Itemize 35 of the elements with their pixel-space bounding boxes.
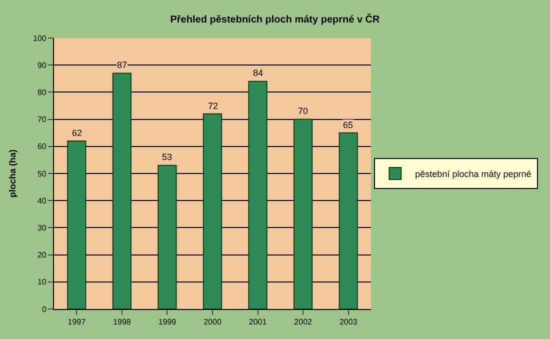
bar bbox=[67, 140, 86, 309]
y-tick-label: 60 bbox=[37, 142, 47, 152]
x-tick-label: 2003 bbox=[339, 318, 358, 327]
data-label: 87 bbox=[117, 60, 128, 70]
x-tick-label: 1998 bbox=[113, 318, 132, 327]
y-tick-label: 50 bbox=[37, 169, 47, 178]
y-tick-label: 30 bbox=[37, 224, 47, 232]
bar bbox=[202, 113, 222, 309]
x-tick-label: 2001 bbox=[248, 318, 268, 327]
x-tick-label: 2002 bbox=[294, 318, 313, 327]
x-tick-label: 1999 bbox=[158, 318, 177, 327]
bar bbox=[338, 132, 358, 309]
data-label: 65 bbox=[343, 120, 354, 130]
y-axis-title: plocha (ha) bbox=[7, 149, 18, 198]
data-label: 53 bbox=[162, 152, 172, 162]
y-tick-label: 10 bbox=[37, 278, 47, 287]
bar bbox=[294, 118, 313, 309]
bar bbox=[248, 80, 268, 309]
y-tick-label: 70 bbox=[37, 115, 47, 124]
data-label: 62 bbox=[72, 128, 82, 138]
y-tick-label: 80 bbox=[37, 88, 47, 97]
y-tick-label: 100 bbox=[33, 34, 47, 43]
x-tick-label: 2000 bbox=[204, 318, 222, 327]
bar bbox=[112, 72, 132, 309]
legend-label: pěstební plocha máty peprné bbox=[415, 169, 532, 180]
y-tick-label: 40 bbox=[37, 196, 47, 206]
y-tick-label: 20 bbox=[37, 250, 47, 260]
data-label: 72 bbox=[208, 101, 218, 111]
bar bbox=[158, 164, 177, 309]
y-tick-label: 90 bbox=[37, 60, 47, 70]
chart-title: Přehled pěstebních ploch máty peprné v ČR bbox=[170, 13, 381, 26]
x-tick-label: 1997 bbox=[68, 318, 86, 327]
data-label: 84 bbox=[253, 68, 264, 78]
y-tick-label: 0 bbox=[42, 304, 47, 314]
data-label: 70 bbox=[298, 106, 308, 116]
